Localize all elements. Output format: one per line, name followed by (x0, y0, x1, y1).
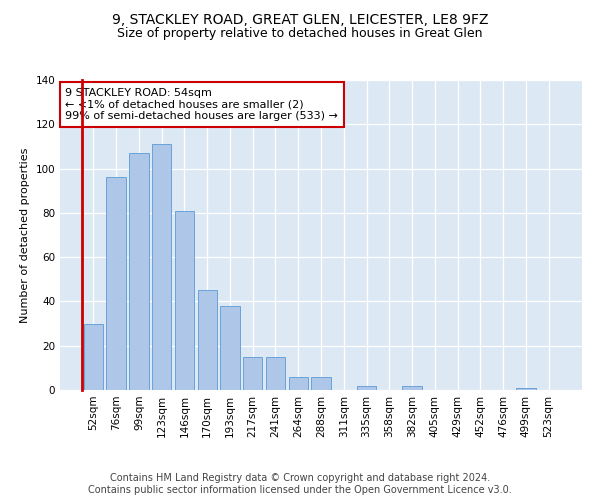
Bar (106, 178, 126, 390)
Bar (129, 153, 149, 390)
Bar (357, 386, 376, 390)
Bar (289, 376, 308, 390)
Bar (266, 357, 285, 390)
Bar (197, 290, 217, 390)
Bar (175, 210, 194, 390)
Bar (152, 144, 172, 390)
Bar (516, 388, 536, 390)
Bar (84, 324, 103, 390)
Bar (243, 357, 262, 390)
Text: 9, STACKLEY ROAD, GREAT GLEN, LEICESTER, LE8 9FZ: 9, STACKLEY ROAD, GREAT GLEN, LEICESTER,… (112, 12, 488, 26)
Text: 9 STACKLEY ROAD: 54sqm
← <1% of detached houses are smaller (2)
99% of semi-deta: 9 STACKLEY ROAD: 54sqm ← <1% of detached… (65, 88, 338, 121)
Bar (220, 306, 239, 390)
Bar (311, 376, 331, 390)
Text: Size of property relative to detached houses in Great Glen: Size of property relative to detached ho… (117, 28, 483, 40)
Y-axis label: Number of detached properties: Number of detached properties (20, 148, 30, 322)
Bar (403, 386, 422, 390)
Text: Contains HM Land Registry data © Crown copyright and database right 2024.
Contai: Contains HM Land Registry data © Crown c… (88, 474, 512, 495)
